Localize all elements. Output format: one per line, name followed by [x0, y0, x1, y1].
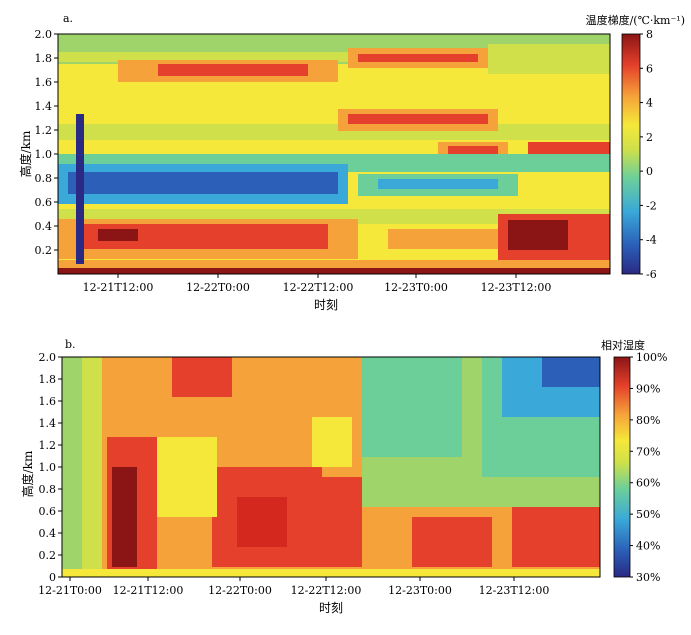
y-tick-label: 0.4	[39, 527, 57, 540]
panel-a-x-label: 时刻	[314, 298, 338, 312]
y-tick-label: 1.6	[35, 76, 53, 89]
panel-a-plot-area	[57, 33, 611, 275]
x-tick-label: 12-22T0:00	[186, 281, 250, 294]
panel-a: a.	[18, 12, 685, 312]
y-tick-label: 0.6	[39, 505, 57, 518]
panel-a-x-ticks: 12-21T12:00 12-22T0:00 12-22T12:00 12-23T0:…	[83, 274, 552, 294]
x-tick-label: 12-22T12:00	[283, 281, 354, 294]
colorbar-tick-label: 2	[646, 131, 653, 144]
y-tick-label: 1.8	[35, 52, 53, 65]
y-tick-label: 1.0	[35, 148, 53, 161]
panel-a-colorbar	[621, 33, 641, 275]
colorbar-tick-label: 40%	[636, 540, 660, 553]
colorbar-tick-label: 100%	[636, 351, 667, 364]
colorbar-tick-label: 80%	[636, 414, 660, 427]
y-tick-label: 1.4	[39, 417, 57, 430]
colorbar-tick-label: 50%	[636, 508, 660, 521]
panel-b-colorbar	[613, 356, 631, 578]
y-tick-label: 0	[49, 571, 56, 584]
panel-b-plot-area	[61, 356, 601, 578]
panel-a-y-ticks: 0.2 0.4 0.6 0.8 1.0 1.2 1.4 1.6 1.8 2.0	[35, 28, 58, 257]
y-tick-label: 2.0	[35, 28, 53, 41]
panel-b-colorbar-ticks: 30% 40% 50% 60% 70% 80% 90% 100%	[630, 351, 667, 584]
panel-b-colorbar-title: 相对湿度	[601, 338, 645, 352]
panel-b-x-label: 时刻	[319, 601, 343, 615]
panel-b-y-label: 高度/km	[20, 450, 35, 497]
colorbar-tick-label: -6	[646, 268, 657, 281]
colorbar-tick-label: 6	[646, 62, 653, 75]
x-tick-label: 12-23T0:00	[384, 281, 448, 294]
x-tick-label: 12-21T12:00	[113, 584, 184, 597]
x-tick-label: 12-23T0:00	[388, 584, 452, 597]
y-tick-label: 1.4	[35, 100, 53, 113]
colorbar-tick-label: -2	[646, 199, 657, 212]
panel-b-x-ticks: 12-21T0:00 12-21T12:00 12-22T0:00 12-22T12:…	[38, 577, 549, 597]
y-tick-label: 0.8	[39, 483, 57, 496]
colorbar-tick-label: 90%	[636, 382, 660, 395]
colorbar-tick-label: -4	[646, 234, 657, 247]
colorbar-tick-label: 4	[646, 97, 653, 110]
y-tick-label: 1.8	[39, 373, 57, 386]
panel-a-field	[58, 34, 610, 274]
panel-a-tag: a.	[63, 12, 73, 25]
panel-a-colorbar-title: 温度梯度/(℃·km⁻¹)	[586, 13, 685, 27]
x-tick-label: 12-22T12:00	[291, 584, 362, 597]
panel-b: b.	[20, 338, 667, 615]
panel-b-y-ticks: 0 0.2 0.4 0.6 0.8 1.0 1.2 1.4 1.6 1.8 2.0	[39, 351, 62, 584]
colorbar-tick-label: 70%	[636, 445, 660, 458]
x-tick-label: 12-23T12:00	[479, 584, 550, 597]
x-tick-label: 12-22T0:00	[208, 584, 272, 597]
y-tick-label: 0.6	[35, 196, 53, 209]
panel-a-colorbar-ticks: -6 -4 -2 0 2 4 6 8	[640, 28, 657, 281]
y-tick-label: 0.2	[39, 549, 57, 562]
y-tick-label: 1.2	[35, 124, 53, 137]
panel-a-y-label: 高度/km	[18, 130, 33, 177]
y-tick-label: 1.2	[39, 439, 57, 452]
y-tick-label: 1.0	[39, 461, 57, 474]
colorbar-tick-label: 0	[646, 165, 653, 178]
y-tick-label: 2.0	[39, 351, 57, 364]
y-tick-label: 0.4	[35, 220, 53, 233]
y-tick-label: 0.2	[35, 244, 53, 257]
x-tick-label: 12-21T12:00	[83, 281, 154, 294]
panel-b-tag: b.	[65, 338, 76, 351]
y-tick-label: 1.6	[39, 395, 57, 408]
colorbar-tick-label: 8	[646, 28, 653, 41]
colorbar-tick-label: 30%	[636, 571, 660, 584]
panel-b-field	[62, 357, 600, 577]
x-tick-label: 12-23T12:00	[481, 281, 552, 294]
x-tick-label: 12-21T0:00	[38, 584, 102, 597]
y-tick-label: 0.8	[35, 172, 53, 185]
colorbar-tick-label: 60%	[636, 477, 660, 490]
